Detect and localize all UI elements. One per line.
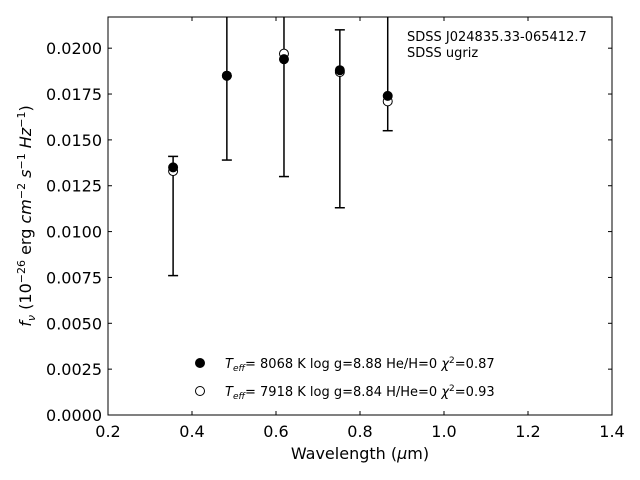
legend-marker-open	[195, 386, 205, 396]
model-point-filled	[382, 90, 393, 101]
y-tick-label: 0.0175	[46, 85, 102, 104]
model-point-filled	[168, 162, 179, 173]
y-axis-label: fν (10−26 erg cm−2 s−1 Hz−1)	[15, 105, 38, 326]
model-point-filled	[221, 70, 232, 81]
y-tick-label: 0.0075	[46, 268, 102, 287]
x-tick-label: 1.4	[599, 422, 624, 441]
x-tick-label: 1.2	[515, 422, 540, 441]
x-tick-label: 0.8	[347, 422, 372, 441]
x-tick-label: 0.6	[263, 422, 288, 441]
y-tick-label: 0.0150	[46, 131, 102, 150]
y-tick-label: 0.0050	[46, 314, 102, 333]
model-point-filled	[334, 65, 345, 76]
annotation-object: SDSS J024835.33-065412.7	[407, 30, 587, 45]
legend-marker-filled	[195, 358, 205, 368]
y-axis: 0.0000 0.0025 0.0050 0.0075 0.0100 0.0125 0.01…	[46, 39, 612, 425]
model-point-filled	[278, 54, 289, 65]
y-tick-label: 0.0100	[46, 223, 102, 242]
observed-errorbars	[168, 17, 393, 277]
legend: Teff= 8068 K log g=8.88 He/H=0 χ2=0.87 T…	[195, 356, 495, 402]
plot-frame	[107, 16, 613, 416]
x-tick-label: 0.2	[95, 422, 120, 441]
legend-entry-2: Teff= 7918 K log g=8.84 H/He=0 χ2=0.93	[225, 384, 495, 402]
y-tick-label: 0.0000	[46, 406, 102, 425]
model-points	[168, 48, 393, 177]
legend-entry-1: Teff= 8068 K log g=8.88 He/H=0 χ2=0.87	[225, 356, 495, 374]
y-tick-label: 0.0025	[46, 360, 102, 379]
x-tick-label: 0.4	[179, 422, 204, 441]
y-tick-label: 0.0200	[46, 39, 102, 58]
x-axis-label: Wavelength (μm)	[291, 444, 429, 463]
y-tick-label: 0.0125	[46, 177, 102, 196]
x-tick-label: 1.0	[431, 422, 456, 441]
annotation-filters: SDSS ugriz	[407, 46, 478, 61]
x-axis: 0.2 0.4 0.6 0.8 1.0 1.2 1.4	[95, 17, 625, 441]
